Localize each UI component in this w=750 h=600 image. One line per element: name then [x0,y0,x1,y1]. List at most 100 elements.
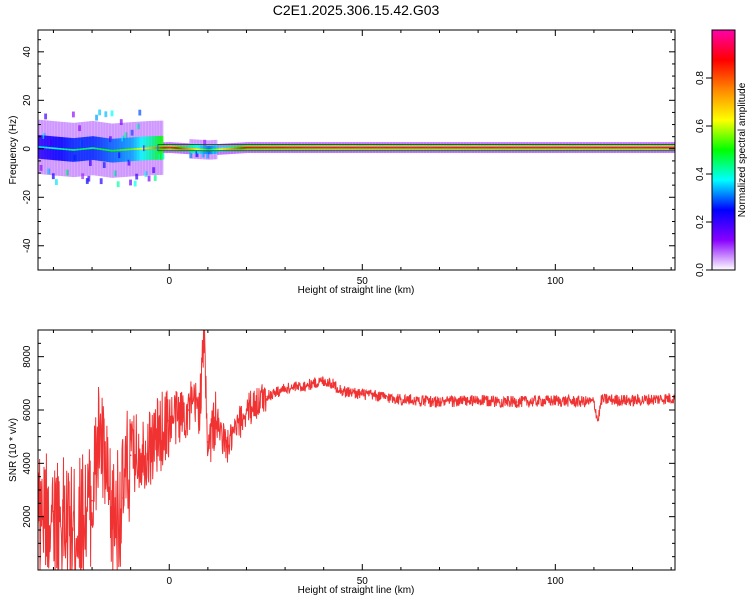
spectrogram-cell [482,146,485,149]
snr-point [91,499,93,502]
spectrogram-cell [505,146,508,149]
spectrogram-cell [473,146,476,149]
spectrogram-cell [156,145,160,151]
spectrogram-cell [71,149,74,151]
spectrogram-cell [651,146,653,149]
spectrogram-cell [38,146,40,148]
spectrogram-cell [161,153,165,160]
spectrogram-cell [542,146,545,149]
spectrogram-cell [434,146,437,149]
spectrogram-cell [133,180,137,187]
spectrogram-cell [136,148,139,150]
spectrogram-cell [291,146,294,149]
spectrogram-cell [306,146,309,149]
spectrogram-cell [135,173,139,180]
spectrogram-cell [436,146,439,149]
spectrogram-cell [221,148,224,150]
colorbar-label: Normalized spectral amplitude [737,82,748,217]
spectrogram-cell [433,146,436,149]
snr-point [71,529,74,531]
spectrogram-cell [664,146,667,149]
spectrogram-cell [397,146,400,149]
spectrogram-cell [110,149,113,152]
y-tick-label: -40 [22,238,33,253]
spectrogram-cell [88,147,91,150]
snr-point [593,401,595,403]
snr-point [600,398,603,401]
spectrogram-cell [394,146,397,149]
spectrogram-cell [533,146,536,149]
spectrogram-cell [195,148,198,151]
spectrogram-cell [71,111,75,118]
spectrogram-cell [559,146,562,149]
spectrogram-cell [281,146,284,149]
spectrogram-cell [475,146,477,149]
spectrogram-cell [269,146,272,149]
spectrogram-cell [547,146,550,149]
spectrogram-cell [427,146,429,149]
spectrogram-cell [374,146,377,149]
snr-point [129,454,132,457]
spectrogram-cell [209,149,212,151]
spectrogram-cell [499,146,502,149]
spectrogram-cell [377,146,380,149]
spectrogram-cell [112,149,114,152]
spectrogram-cell [218,148,221,151]
spectrogram-cell [502,146,505,149]
spectrogram-cell [195,151,199,158]
spectrogram-cell [529,146,531,149]
spectrogram-cell [96,147,99,150]
spectrogram-cell [635,146,638,149]
spectrogram-cell [492,146,494,149]
spectrogram-cell [453,146,456,149]
spectrogram-cell [379,146,382,149]
spectrogram-cell [203,148,206,151]
spectrogram-cell [144,147,147,150]
spectrogram-cell [51,173,55,180]
spectrogram-cell [76,148,79,151]
spectrogram-cell [42,146,45,149]
spectrogram-cell [84,147,87,150]
spectrogram-cell [280,146,283,149]
spectrogram-cell [368,146,371,149]
spectrogram-cell [600,146,602,149]
spectrogram-cell [325,146,328,149]
spectrogram-cell [170,146,173,149]
spectrogram-cell [81,173,85,180]
spectrogram-cell [620,146,623,149]
y-tick-label: 8000 [22,345,33,368]
spectrogram-cell [99,178,103,185]
spectrogram-cell [643,146,646,149]
spectrogram-cell [95,114,98,121]
spectrogram-cell [462,146,465,149]
spectrogram-cell [657,146,660,149]
spectrogram-cell [553,146,556,149]
spectrogram-cell [476,146,479,149]
spectrogram-cell [118,152,122,159]
spectrogram-cell [190,148,193,150]
spectrogram-cell [444,146,446,149]
spectrogram-cell [541,146,544,149]
spectrogram-cell [67,148,70,151]
spectrogram-cell [638,146,641,149]
spectrogram-cell [525,146,528,149]
spectrogram-cell [484,146,487,149]
spectrogram-cell [410,146,413,149]
spectrogram-cell [400,146,403,149]
spectrogram-cell [490,146,493,149]
spectrogram-cell [311,146,314,149]
spectrogram-cell [437,146,440,149]
spectrogram-cell [317,146,320,149]
spectrogram-cell [439,146,442,149]
spectrogram-cell [478,146,480,149]
spectrogram-cell [59,147,62,150]
spectrogram-cell [332,146,335,149]
spectrogram-axes: 0 50 100 -40 -20 0 20 40 [22,30,675,287]
spectrogram-cell [237,147,240,150]
spectrogram-cell [584,146,587,149]
spectrogram-cell [78,125,81,132]
spectrogram-cell [229,147,232,150]
spectrogram-cell [248,146,250,149]
snr-series-line [38,330,675,570]
spectrogram-cell [578,146,581,149]
